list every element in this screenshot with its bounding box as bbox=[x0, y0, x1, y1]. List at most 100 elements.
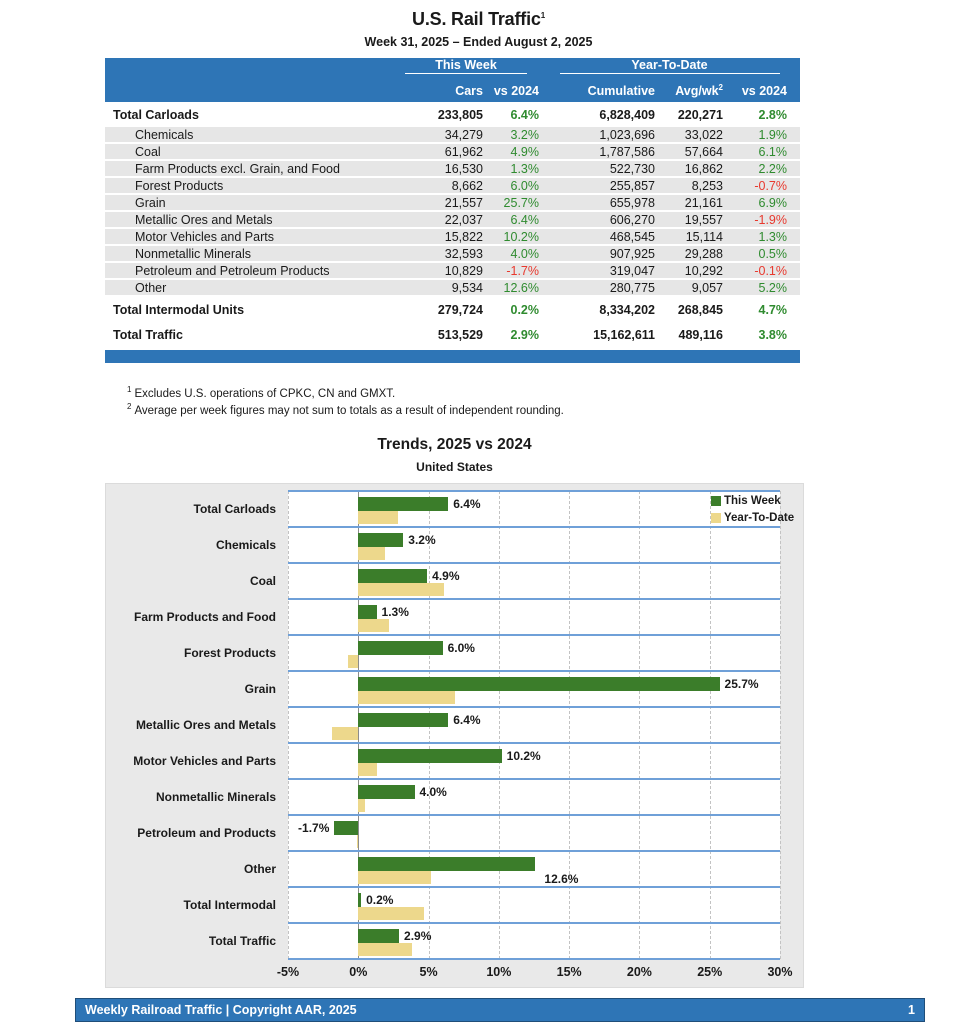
chart-subtitle: United States bbox=[416, 460, 493, 474]
table-row: Nonmetallic Minerals 32,593 4.0% 907,925 29,… bbox=[105, 246, 800, 263]
category-label: Chemicals bbox=[215, 538, 276, 552]
table-row: Total Traffic 513,529 2.9% 15,162,611 489,11… bbox=[105, 322, 800, 347]
cars-value: 233,805 bbox=[437, 107, 483, 122]
this-week-bar bbox=[334, 821, 359, 835]
group-header-year-to-date: Year-To-Date bbox=[539, 58, 800, 80]
year-to-date-bar bbox=[358, 547, 385, 560]
cars-value: 32,593 bbox=[444, 246, 483, 261]
gridline bbox=[569, 491, 571, 959]
week-vs-2024-value: 3.2% bbox=[510, 127, 540, 142]
ytd-vs-2024-value: 6.1% bbox=[758, 144, 788, 159]
footnote-item: 2 Average per week figures may not sum to… bbox=[127, 403, 564, 417]
legend-label: This Week bbox=[724, 494, 781, 507]
year-to-date-bar bbox=[358, 763, 377, 776]
week-vs-2024-value: 6.0% bbox=[510, 178, 540, 193]
gridline bbox=[780, 491, 781, 959]
x-tick-label: 0% bbox=[349, 965, 368, 979]
band-separator-line bbox=[288, 706, 780, 708]
page-footer-bar: Weekly Railroad Traffic | Copyright AAR,… bbox=[75, 998, 925, 1022]
cumulative-value: 255,857 bbox=[609, 178, 655, 193]
x-tick-label: 20% bbox=[626, 965, 652, 979]
legend-label: Year-To-Date bbox=[724, 511, 795, 524]
cars-value: 22,037 bbox=[444, 212, 483, 227]
footnote-item: 1 Excludes U.S. operations of CPKC, CN an… bbox=[127, 385, 564, 400]
cumulative-value: 655,978 bbox=[609, 195, 655, 210]
chart-title: Trends, 2025 vs 2024 bbox=[377, 436, 532, 453]
ytd-vs-2024-value: 4.7% bbox=[758, 302, 788, 317]
category-label: Petroleum and Products bbox=[137, 826, 276, 840]
bar-value-label: 4.0% bbox=[419, 785, 447, 799]
ytd-vs-2024-value: 5.2% bbox=[758, 280, 788, 295]
row-label: Forest Products bbox=[135, 178, 224, 193]
band-separator-line bbox=[288, 634, 780, 636]
avg-per-week-value: 21,161 bbox=[684, 195, 723, 210]
this-week-bar bbox=[358, 641, 443, 655]
bar-value-label: 25.7% bbox=[724, 677, 759, 691]
column-header-avg-wk: Avg/wk2 bbox=[655, 82, 723, 98]
column-header-week-vs-2024: vs 2024 bbox=[493, 84, 539, 98]
this-week-bar bbox=[358, 893, 362, 907]
table-row: Petroleum and Petroleum Products 10,829 -1… bbox=[105, 263, 800, 280]
category-label: Total Intermodal bbox=[183, 898, 276, 912]
band-separator-line bbox=[288, 778, 780, 780]
category-label: Grain bbox=[244, 682, 276, 696]
cumulative-value: 6,828,409 bbox=[599, 107, 655, 122]
footnote-superscript: 1 bbox=[127, 385, 132, 395]
chart-legend: This Week Year-To-Date bbox=[711, 492, 794, 526]
ytd-vs-2024-value: 3.8% bbox=[758, 327, 788, 342]
avg-per-week-value: 220,271 bbox=[677, 107, 723, 122]
band-separator-line bbox=[288, 490, 780, 492]
band-separator-line bbox=[288, 598, 780, 600]
week-vs-2024-value: 12.6% bbox=[503, 280, 539, 295]
week-vs-2024-value: 25.7% bbox=[503, 195, 539, 210]
report-subtitle: Week 31, 2025 – Ended August 2, 2025 bbox=[364, 35, 593, 49]
row-label: Total Intermodal Units bbox=[113, 302, 245, 317]
bar-value-label: 1.3% bbox=[381, 605, 409, 619]
x-tick-label: 10% bbox=[486, 965, 512, 979]
bar-value-label: 10.2% bbox=[506, 749, 541, 763]
this-week-bar bbox=[358, 929, 400, 943]
cumulative-value: 8,334,202 bbox=[599, 302, 655, 317]
footnote-text: Excludes U.S. operations of CPKC, CN and… bbox=[134, 388, 396, 400]
avg-per-week-value: 489,116 bbox=[678, 327, 724, 342]
band-separator-line bbox=[288, 742, 780, 744]
week-vs-2024-value: 4.9% bbox=[510, 144, 540, 159]
cumulative-value: 15,162,611 bbox=[593, 327, 655, 342]
row-label: Farm Products excl. Grain, and Food bbox=[135, 161, 340, 176]
category-label: Total Traffic bbox=[208, 934, 276, 948]
group-header-ytd-label: Year-To-Date bbox=[631, 58, 708, 72]
category-label: Other bbox=[243, 862, 276, 876]
table-row: Total Carloads 233,805 6.4% 6,828,409 220,27… bbox=[105, 102, 800, 127]
legend-swatch-this-week bbox=[711, 495, 721, 506]
legend-swatch-year-to-date bbox=[711, 512, 721, 523]
bar-value-label: 0.2% bbox=[366, 893, 394, 907]
band-separator-line bbox=[288, 958, 780, 960]
week-vs-2024-value: 0.2% bbox=[510, 302, 540, 317]
row-label: Other bbox=[135, 280, 167, 295]
column-header-cumulative: Cumulative bbox=[587, 84, 655, 98]
week-vs-2024-value: 4.0% bbox=[510, 246, 540, 261]
row-label: Metallic Ores and Metals bbox=[135, 212, 273, 227]
avg-wk-superscript: 2 bbox=[718, 82, 723, 92]
band-separator-line bbox=[288, 886, 780, 888]
cars-value: 16,530 bbox=[444, 161, 483, 176]
table-body: Total Carloads 233,805 6.4% 6,828,409 220,27… bbox=[105, 102, 800, 347]
ytd-vs-2024-value: 1.9% bbox=[758, 127, 788, 142]
avg-per-week-value: 15,114 bbox=[685, 229, 723, 244]
year-to-date-bar bbox=[358, 907, 425, 920]
bar-value-label: 3.2% bbox=[408, 533, 436, 547]
gridline bbox=[639, 491, 641, 959]
this-week-bar bbox=[358, 677, 720, 691]
bar-value-label: 6.0% bbox=[447, 641, 475, 655]
ytd-vs-2024-value: 1.3% bbox=[758, 229, 788, 244]
row-label: Chemicals bbox=[135, 127, 194, 142]
avg-per-week-value: 19,557 bbox=[684, 212, 723, 227]
cumulative-value: 468,545 bbox=[609, 229, 655, 244]
week-vs-2024-value: 1.3% bbox=[510, 161, 540, 176]
cumulative-value: 907,925 bbox=[609, 246, 655, 261]
category-label: Motor Vehicles and Parts bbox=[133, 754, 276, 768]
year-to-date-bar bbox=[356, 835, 359, 848]
ytd-vs-2024-value: -1.9% bbox=[754, 212, 787, 227]
week-vs-2024-value: 10.2% bbox=[503, 229, 539, 244]
ytd-vs-2024-value: 2.2% bbox=[758, 161, 788, 176]
